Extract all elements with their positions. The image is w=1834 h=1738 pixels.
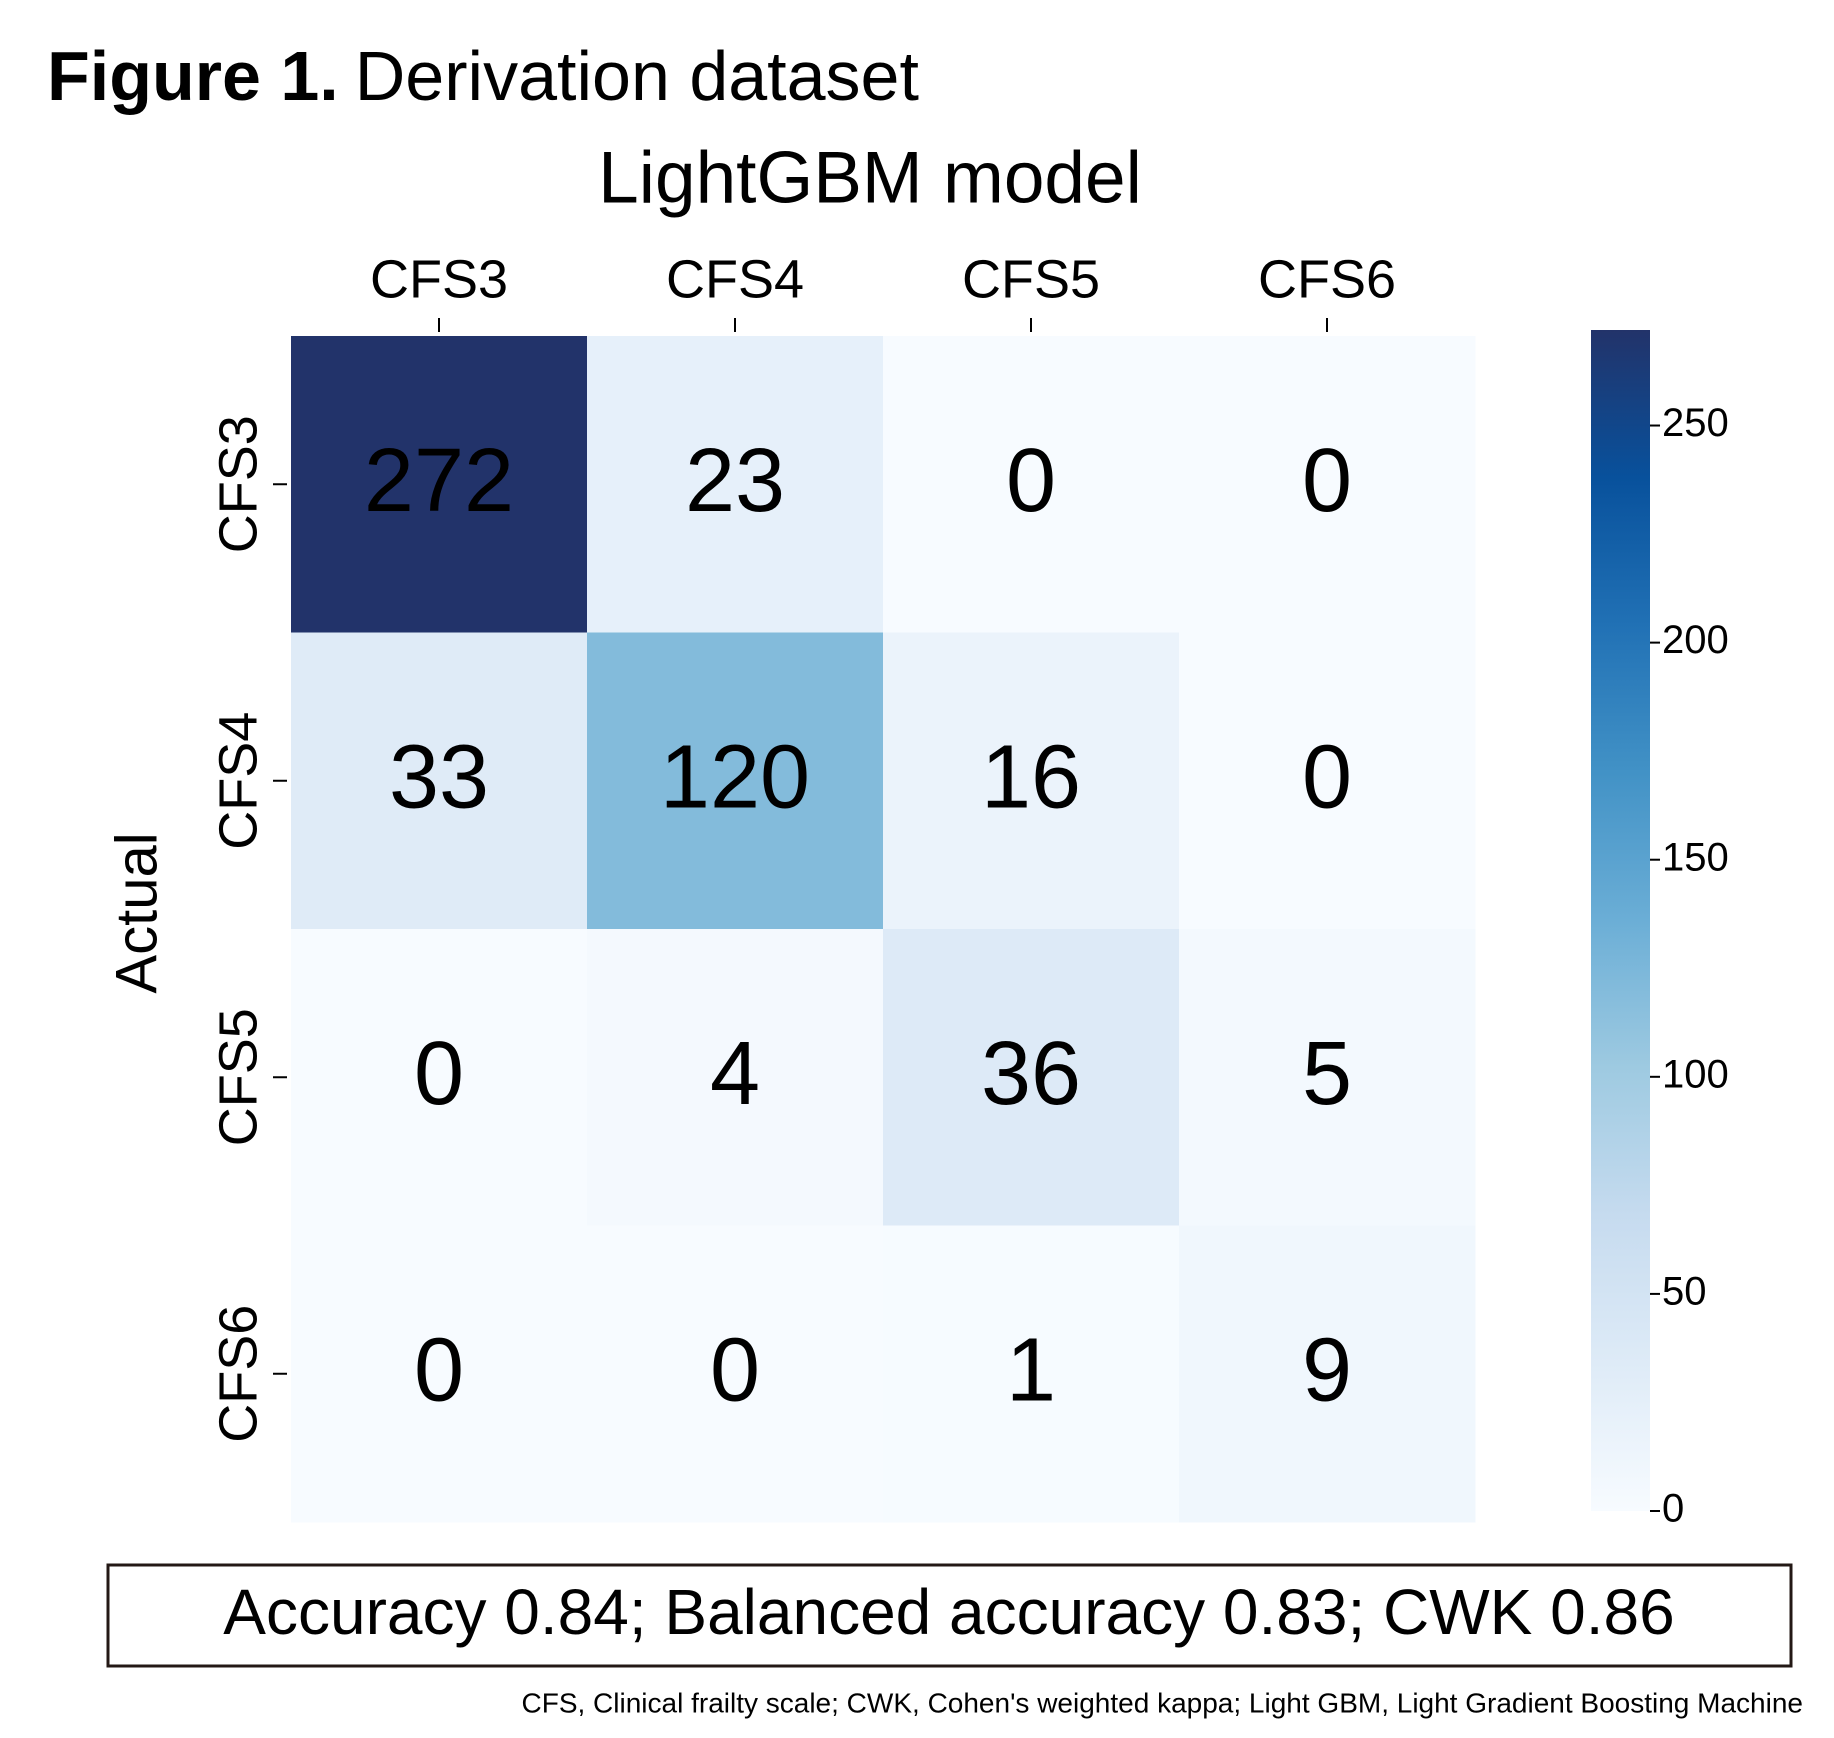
y-axis-label: Actual (104, 832, 169, 993)
cell-label: 4 (710, 1024, 760, 1124)
heatmap-cell (587, 336, 884, 633)
heatmap-cell (1179, 632, 1476, 930)
cell-label: 9 (1302, 1321, 1352, 1421)
metrics-box (106, 1563, 1793, 1668)
cell-label: 0 (1302, 728, 1352, 828)
cell-label: 0 (710, 1321, 760, 1421)
heatmap-cell (883, 929, 1180, 1226)
metrics-text: Accuracy 0.84; Balanced accuracy 0.83; C… (223, 1576, 1674, 1648)
chart-title: LightGBM model (598, 137, 1142, 218)
colorbar (1591, 330, 1650, 1511)
colorbar-tick-label: 50 (1662, 1269, 1707, 1313)
heatmap-cell (587, 632, 884, 930)
heatmap-cell (1179, 336, 1476, 633)
heatmap-cell (1179, 929, 1476, 1226)
y-tick-label: CFS5 (208, 1008, 268, 1146)
cell-label: 272 (364, 431, 514, 531)
cell-label: 0 (414, 1024, 464, 1124)
heatmap-cell (883, 1225, 1180, 1523)
cell-label: 120 (660, 728, 810, 828)
y-tick-label: CFS6 (208, 1305, 268, 1443)
y-tick-label: CFS3 (208, 415, 268, 553)
figure-heading: Figure 1. Derivation dataset (47, 37, 919, 115)
heatmap-cell (587, 929, 884, 1226)
colorbar-tick-label: 0 (1662, 1487, 1684, 1531)
figure-label: Figure 1. (47, 37, 339, 115)
heatmap-cell (1179, 1225, 1476, 1523)
cell-label: 16 (981, 728, 1081, 828)
colorbar-tick-label: 150 (1662, 835, 1729, 879)
heatmap-cell (291, 336, 588, 633)
heatmap-cell (291, 929, 588, 1226)
x-tick-label: CFS4 (666, 249, 804, 309)
cell-label: 0 (1006, 431, 1056, 531)
cell-label: 36 (981, 1024, 1081, 1124)
heatmap-cell (587, 1225, 884, 1523)
cell-label: 0 (1302, 431, 1352, 531)
heatmap-cell (291, 1225, 588, 1523)
x-tick-label: CFS3 (370, 249, 508, 309)
cell-label: 5 (1302, 1024, 1352, 1124)
colorbar-tick-label: 100 (1662, 1052, 1729, 1096)
y-tick-label: CFS4 (208, 712, 268, 850)
cell-label: 23 (685, 431, 785, 531)
x-tick-label: CFS5 (962, 249, 1100, 309)
footnote: CFS, Clinical frailty scale; CWK, Cohen'… (522, 1687, 1804, 1718)
x-tick-label: CFS6 (1258, 249, 1396, 309)
heatmap-cell (883, 632, 1180, 930)
cell-label: 0 (414, 1321, 464, 1421)
colorbar-tick-label: 200 (1662, 618, 1729, 662)
figure-title: Derivation dataset (355, 37, 919, 115)
heatmap-cell (883, 336, 1180, 633)
colorbar-tick-label: 250 (1662, 401, 1729, 445)
heatmap-cell (291, 632, 588, 930)
cell-label: 33 (389, 728, 489, 828)
cell-label: 1 (1006, 1321, 1056, 1421)
